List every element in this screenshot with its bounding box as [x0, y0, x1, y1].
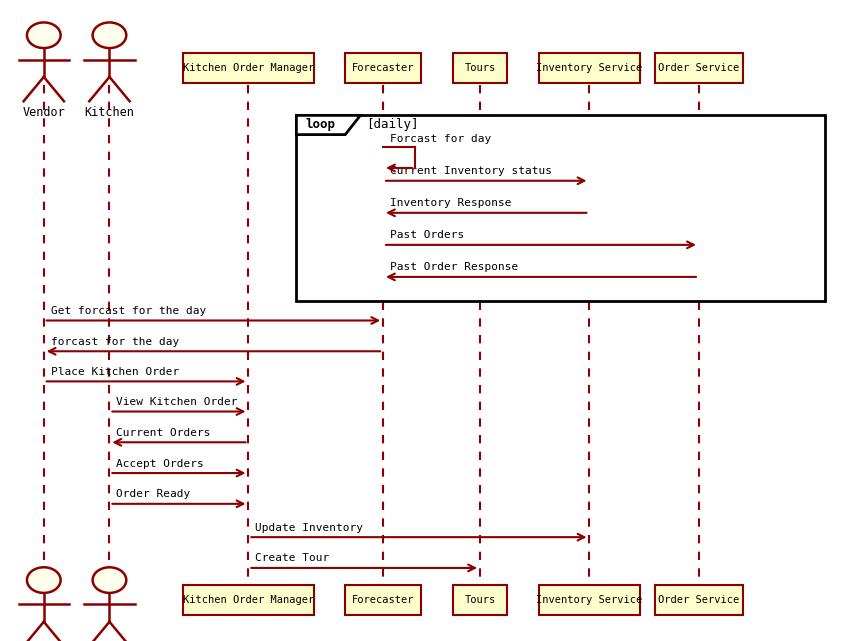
Text: Order Ready: Order Ready	[116, 489, 190, 499]
Text: Forecaster: Forecaster	[352, 63, 414, 73]
Circle shape	[93, 567, 126, 593]
Bar	[539, 585, 640, 615]
Text: Past Order Response: Past Order Response	[390, 262, 518, 272]
Text: Inventory Response: Inventory Response	[390, 198, 511, 208]
Bar	[453, 585, 508, 615]
Bar	[345, 585, 421, 615]
Bar	[655, 53, 743, 83]
Text: Tours: Tours	[464, 595, 496, 605]
Circle shape	[93, 22, 126, 48]
Text: Order Service: Order Service	[658, 595, 739, 605]
Polygon shape	[296, 115, 360, 135]
Text: Kitchen Order Manager: Kitchen Order Manager	[183, 595, 314, 605]
Circle shape	[27, 567, 61, 593]
Text: View Kitchen Order: View Kitchen Order	[116, 397, 237, 407]
Text: forcast for the day: forcast for the day	[51, 337, 179, 347]
Text: Get forcast for the day: Get forcast for the day	[51, 306, 205, 316]
Text: Kitchen: Kitchen	[84, 106, 135, 119]
Text: Order Service: Order Service	[658, 63, 739, 73]
Text: Kitchen Order Manager: Kitchen Order Manager	[183, 63, 314, 73]
Text: Accept Orders: Accept Orders	[116, 458, 204, 469]
Text: Current Orders: Current Orders	[116, 428, 210, 438]
Text: Inventory Service: Inventory Service	[536, 595, 642, 605]
Bar	[345, 53, 421, 83]
Text: [daily]: [daily]	[366, 119, 418, 131]
Text: loop: loop	[306, 119, 336, 131]
Bar	[453, 53, 508, 83]
Text: Vendor: Vendor	[23, 106, 65, 119]
Text: Forcast for day: Forcast for day	[390, 133, 491, 144]
Text: Forecaster: Forecaster	[352, 595, 414, 605]
Text: Current Inventory status: Current Inventory status	[390, 166, 552, 176]
Text: Create Tour: Create Tour	[255, 553, 329, 563]
Text: Inventory Service: Inventory Service	[536, 63, 642, 73]
Circle shape	[27, 22, 61, 48]
Bar	[539, 53, 640, 83]
Text: Past Orders: Past Orders	[390, 230, 464, 240]
Text: Tours: Tours	[464, 63, 496, 73]
Bar	[183, 53, 313, 83]
Bar	[183, 585, 313, 615]
Text: Update Inventory: Update Inventory	[255, 522, 363, 533]
Bar	[296, 115, 825, 301]
Bar	[655, 585, 743, 615]
Text: Place Kitchen Order: Place Kitchen Order	[51, 367, 179, 377]
